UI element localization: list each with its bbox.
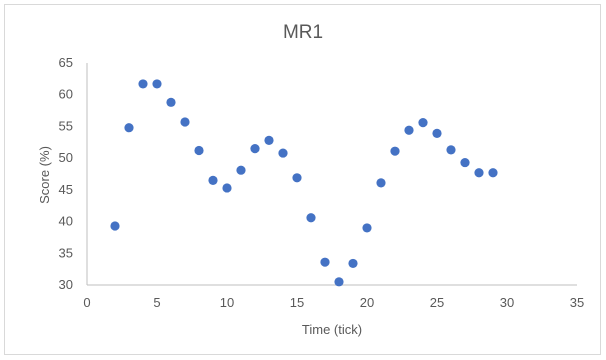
data-point: [474, 168, 484, 178]
data-point: [222, 183, 232, 193]
data-point: [152, 79, 162, 89]
data-point: [306, 213, 316, 223]
data-point: [138, 79, 148, 89]
data-points: [110, 79, 498, 287]
data-point: [404, 125, 414, 135]
y-axis-label: Score (%): [37, 146, 52, 204]
data-point: [460, 157, 470, 168]
y-tick-label: 35: [59, 245, 73, 260]
x-tick-label: 0: [83, 295, 90, 310]
data-point: [348, 258, 358, 269]
data-point: [208, 175, 218, 185]
data-point: [180, 117, 190, 127]
data-point: [320, 257, 330, 267]
data-point: [250, 144, 260, 154]
data-point: [124, 123, 134, 133]
y-tick-label: 40: [59, 214, 73, 229]
x-tick-label: 10: [220, 295, 234, 310]
chart-frame: [4, 4, 601, 355]
y-tick-labels: 30 35 40 45 50 55 60 65: [59, 55, 73, 292]
data-point: [110, 221, 120, 231]
x-tick-label: 35: [570, 295, 584, 310]
data-point: [236, 165, 246, 175]
y-tick-label: 60: [59, 87, 73, 102]
data-point: [166, 97, 176, 107]
y-tick-label: 65: [59, 55, 73, 70]
data-point: [488, 168, 498, 178]
x-tick-label: 30: [500, 295, 514, 310]
data-point: [446, 145, 456, 155]
x-tick-label: 15: [290, 295, 304, 310]
y-tick-label: 50: [59, 150, 73, 165]
data-point: [264, 135, 274, 145]
data-point: [292, 173, 302, 183]
data-point: [376, 178, 386, 188]
data-point: [362, 223, 372, 233]
x-tick-label: 20: [360, 295, 374, 310]
y-tick-label: 30: [59, 277, 73, 292]
y-tick-label: 45: [59, 182, 73, 197]
data-point: [418, 118, 428, 128]
data-point: [334, 277, 344, 287]
x-tick-labels: 0 5 10 15 20 25 30 35: [83, 295, 584, 310]
x-axis-label: Time (tick): [302, 322, 362, 337]
data-point: [278, 148, 288, 158]
data-point: [194, 145, 204, 156]
x-tick-label: 5: [153, 295, 160, 310]
data-point: [432, 128, 442, 139]
chart-title: MR1: [283, 22, 323, 43]
axes: [86, 63, 577, 286]
y-tick-label: 55: [59, 118, 73, 133]
x-tick-label: 25: [430, 295, 444, 310]
data-point: [390, 146, 400, 156]
